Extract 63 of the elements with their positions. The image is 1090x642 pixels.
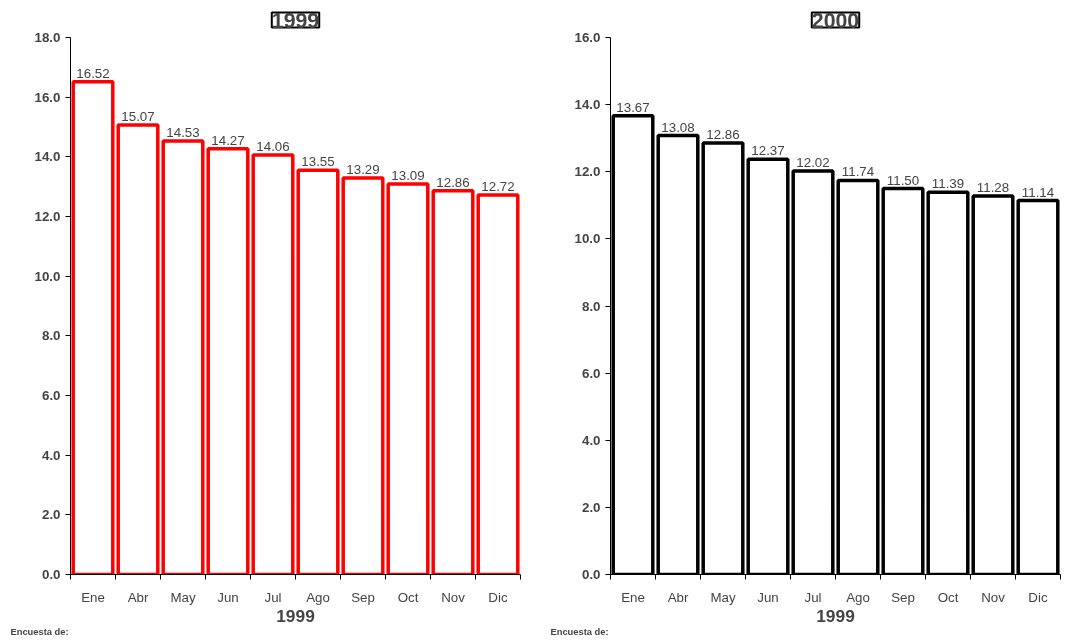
text: 15.07 [121,108,155,124]
y-tick-label: 10.0 [574,231,601,247]
text: 11.50 [886,172,920,188]
x-tick-label: Dic [1028,589,1048,605]
x-tick-label: May [170,589,196,605]
x-tick-label: Nov [441,589,466,605]
y-tick-label: 8.0 [41,328,61,344]
text: Encuesta de: [550,626,609,637]
y-tick-label: 14.0 [34,149,61,165]
x-tick-label: Dic [488,589,508,605]
text: 12.72 [481,179,515,195]
text: 16.52 [76,65,110,81]
y-tick-label: 2.0 [581,499,601,515]
y-tick-label: 12.0 [34,209,61,224]
y-tick-label: 8.0 [581,298,601,314]
y-tick-label: 18.0 [34,30,61,45]
x-tick-label: Oct [397,589,419,605]
text: 11.28 [976,179,1010,195]
text: 13.08 [661,119,695,135]
x-tick-label: Sep [891,589,915,605]
text: 14.53 [166,125,200,141]
y-tick-label: 16.0 [574,30,601,45]
x-tick-label: Oct [937,589,959,605]
y-tick-label: 6.0 [581,365,601,381]
text: 11.14 [1021,184,1055,200]
x-tick-label: Ene [81,589,105,605]
x-axis-title: 1999 [816,605,855,626]
text: 14.27 [211,132,245,148]
text: 13.09 [391,167,425,183]
text: 11.39 [931,176,965,192]
x-tick-label: Ago [846,589,870,605]
x-tick-label: Sep [351,589,375,605]
x-tick-label: Ene [621,589,645,605]
y-tick-label: 4.0 [581,432,601,448]
y-tick-label: 14.0 [574,97,601,113]
text: 12.37 [751,143,785,159]
y-tick-label: 10.0 [34,268,61,284]
x-tick-label: Abr [127,589,149,605]
text: 13.67 [616,99,650,115]
y-tick-label: 0.0 [41,567,61,582]
x-tick-label: Abr [667,589,689,605]
text: 12.02 [796,155,830,171]
y-tick-label: 2.0 [41,507,61,523]
x-tick-label: Jun [757,589,779,605]
y-tick-label: 4.0 [41,447,61,463]
x-tick-label: Ago [306,589,330,605]
text: 12.86 [436,174,470,190]
x-tick-label: Jul [804,589,822,605]
text: 13.55 [301,154,335,170]
y-tick-label: 6.0 [41,388,61,403]
x-tick-label: Jun [217,589,239,605]
y-tick-label: 0.0 [581,567,601,582]
text: 14.06 [256,139,290,155]
x-tick-label: Nov [981,589,1006,605]
text: 13.29 [346,162,380,178]
x-axis-title: 1999 [276,605,315,626]
text: 12.86 [706,126,740,142]
y-tick-label: 16.0 [34,89,61,105]
x-tick-label: Jul [264,589,282,605]
y-tick-label: 12.0 [574,164,601,180]
text: Encuesta de: [10,626,69,637]
x-tick-label: May [710,589,736,605]
text: 11.74 [841,164,875,180]
